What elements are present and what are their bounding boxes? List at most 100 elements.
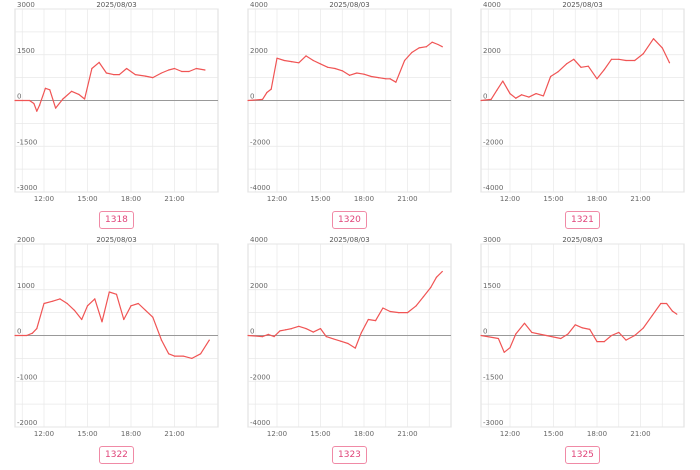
data-point bbox=[406, 312, 409, 314]
y-tick-label: -4000 bbox=[250, 419, 270, 427]
y-tick-label: 0 bbox=[17, 328, 21, 336]
x-tick-label: 15:00 bbox=[77, 195, 97, 203]
x-tick-label: 12:00 bbox=[500, 195, 520, 203]
data-point bbox=[130, 305, 132, 307]
chart-id-badge[interactable]: 1320 bbox=[332, 211, 367, 229]
data-point bbox=[625, 59, 627, 62]
data-point bbox=[430, 286, 432, 289]
chart-id-badge[interactable]: 1322 bbox=[99, 446, 134, 464]
chart-svg: 2025/08/03 -3000 -1500 0 1500 3000 12:00 15:00 1… bbox=[480, 236, 685, 438]
data-point bbox=[204, 69, 206, 71]
data-point bbox=[261, 98, 264, 100]
data-point bbox=[437, 43, 439, 46]
y-tick-label: -2000 bbox=[483, 138, 503, 146]
series-line bbox=[247, 271, 443, 349]
y-tick-label: -1000 bbox=[17, 373, 37, 381]
data-point bbox=[422, 296, 425, 298]
data-point bbox=[273, 336, 275, 338]
data-point bbox=[435, 276, 438, 278]
data-point bbox=[531, 331, 533, 334]
x-tick-label: 21:00 bbox=[164, 430, 184, 438]
data-point bbox=[290, 328, 293, 330]
series-line bbox=[15, 61, 206, 112]
chart-id-badge[interactable]: 1325 bbox=[565, 446, 600, 464]
data-point bbox=[168, 69, 170, 71]
data-point bbox=[14, 334, 16, 337]
data-point bbox=[21, 99, 23, 102]
data-point bbox=[191, 357, 193, 359]
chart-id-badge[interactable]: 1323 bbox=[332, 446, 367, 464]
x-tick-label: 15:00 bbox=[310, 430, 330, 438]
data-point bbox=[496, 89, 498, 91]
data-point bbox=[73, 309, 76, 311]
data-point bbox=[78, 93, 80, 95]
data-point bbox=[285, 329, 287, 331]
data-point bbox=[208, 339, 210, 341]
y-tick-label: 0 bbox=[250, 93, 254, 101]
chart-svg: 2025/08/03 -4000 -2000 0 2000 4000 12:00 15:00 1… bbox=[480, 1, 685, 203]
data-point bbox=[115, 293, 118, 295]
data-point bbox=[503, 351, 505, 353]
x-tick-label: 21:00 bbox=[164, 195, 184, 203]
x-tick-label: 21:00 bbox=[397, 430, 417, 438]
data-point bbox=[101, 321, 103, 323]
data-point bbox=[91, 67, 93, 70]
data-point bbox=[480, 99, 482, 102]
y-tick-label: -3000 bbox=[17, 184, 37, 192]
x-tick-label: 15:00 bbox=[543, 195, 563, 203]
data-point bbox=[123, 318, 125, 321]
data-point bbox=[152, 316, 154, 318]
data-point bbox=[173, 67, 176, 70]
data-point bbox=[152, 77, 154, 79]
y-tick-label: -2000 bbox=[250, 138, 270, 146]
data-point bbox=[319, 63, 322, 65]
data-point bbox=[389, 78, 391, 80]
chart-id-badge[interactable]: 1318 bbox=[99, 211, 134, 229]
data-point bbox=[398, 312, 400, 314]
data-point bbox=[395, 81, 397, 83]
data-point bbox=[497, 337, 499, 340]
y-tick-label: -1500 bbox=[483, 373, 503, 381]
data-point bbox=[550, 75, 552, 78]
data-point bbox=[642, 327, 644, 329]
chart-panel: 2025/08/03 -3000 -1500 0 1500 3000 12:00 15:00 1… bbox=[0, 0, 233, 235]
chart-svg: 2025/08/03 -4000 -2000 0 2000 4000 12:00 15:00 1… bbox=[247, 236, 452, 438]
data-point bbox=[319, 328, 322, 330]
data-point bbox=[62, 98, 64, 100]
data-point bbox=[375, 320, 377, 322]
data-point bbox=[327, 66, 329, 68]
data-point bbox=[523, 322, 526, 324]
y-tick-label: 2000 bbox=[250, 282, 268, 290]
chart-title: 2025/08/03 bbox=[96, 1, 136, 9]
chart-panel: 2025/08/03 -3000 -1500 0 1500 3000 12:00 15:00 1… bbox=[466, 235, 699, 470]
data-point bbox=[603, 341, 605, 343]
data-point bbox=[55, 107, 57, 109]
data-point bbox=[360, 332, 362, 334]
data-point bbox=[113, 73, 115, 76]
data-point bbox=[332, 338, 335, 340]
x-tick-label: 21:00 bbox=[630, 195, 650, 203]
data-point bbox=[557, 71, 559, 73]
data-point bbox=[182, 355, 184, 357]
data-point bbox=[587, 65, 589, 67]
data-point bbox=[589, 328, 591, 330]
x-tick-label: 15:00 bbox=[543, 430, 563, 438]
data-point bbox=[404, 59, 406, 62]
data-point bbox=[173, 355, 176, 357]
y-tick-label: 0 bbox=[250, 328, 254, 336]
data-point bbox=[312, 59, 314, 62]
chart-id-badge[interactable]: 1321 bbox=[565, 211, 600, 229]
y-tick-label: 4000 bbox=[250, 1, 268, 9]
data-point bbox=[59, 298, 61, 300]
chart-panel: 2025/08/03 -4000 -2000 0 2000 4000 12:00 15:00 1… bbox=[233, 235, 466, 470]
x-tick-label: 12:00 bbox=[500, 430, 520, 438]
x-tick-label: 12:00 bbox=[267, 195, 287, 203]
data-point bbox=[39, 104, 41, 106]
data-point bbox=[552, 336, 555, 338]
chart-title: 2025/08/03 bbox=[562, 236, 602, 244]
data-point bbox=[490, 98, 492, 100]
data-point bbox=[618, 331, 620, 334]
data-point bbox=[84, 98, 86, 100]
data-point bbox=[660, 302, 662, 305]
data-point bbox=[14, 99, 16, 102]
